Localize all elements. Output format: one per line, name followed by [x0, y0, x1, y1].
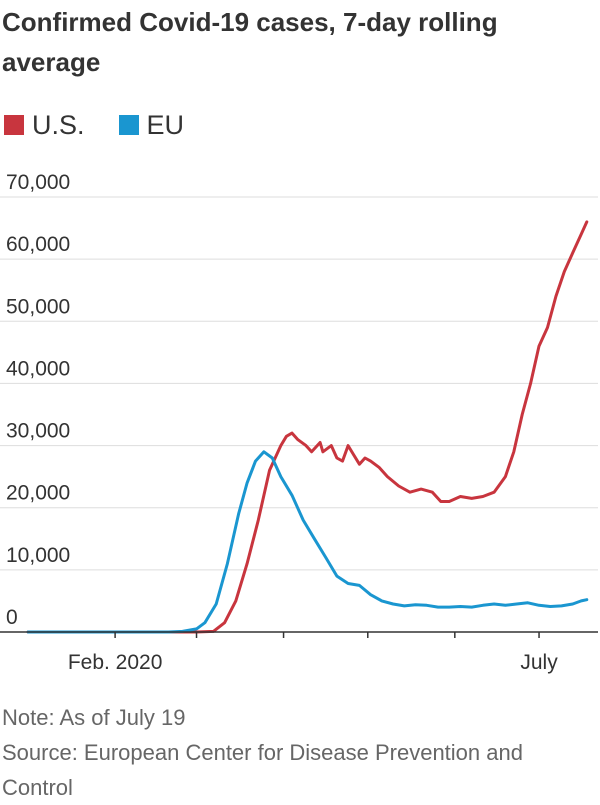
legend-swatch-us — [4, 115, 24, 135]
y-tick-label-0: 0 — [6, 606, 18, 629]
y-tick-label-20000: 20,000 — [6, 482, 70, 505]
series-line-us — [26, 220, 589, 634]
y-tick-label-70000: 70,000 — [6, 171, 70, 194]
series-line-eu — [26, 450, 589, 634]
y-tick-label-60000: 60,000 — [6, 233, 70, 256]
x-tick-label-5: July — [520, 651, 558, 674]
footer-source: Source: European Center for Disease Prev… — [2, 740, 523, 800]
line-chart: 0 10,000 20,000 30,000 40,000 50,000 60,000 70,… — [0, 171, 598, 674]
chart-footer: Note: As of July 19 Source: European Cen… — [2, 700, 592, 805]
legend-label-us: U.S. — [32, 109, 85, 140]
legend-swatch-eu — [118, 115, 139, 135]
footer-note: Note: As of July 19 — [2, 705, 186, 730]
legend: U.S. EU — [4, 108, 218, 142]
y-tick-label-10000: 10,000 — [6, 544, 70, 567]
chart-title: Confirmed Covid-19 cases, 7-day rolling … — [2, 7, 498, 77]
y-tick-label-30000: 30,000 — [6, 420, 70, 443]
legend-label-eu: EU — [146, 109, 185, 140]
legend-item-eu: EU — [118, 109, 185, 141]
y-tick-label-40000: 40,000 — [6, 357, 70, 380]
x-tick-label-0: Feb. 2020 — [68, 651, 163, 674]
legend-item-us: U.S. — [4, 110, 85, 141]
y-tick-label-50000: 50,000 — [6, 295, 70, 318]
